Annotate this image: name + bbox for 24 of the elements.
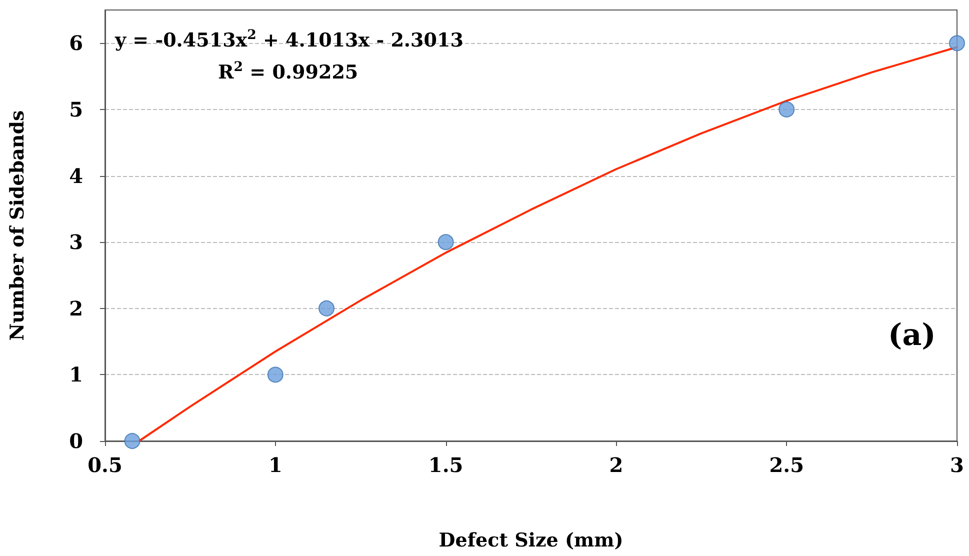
- point: [438, 234, 454, 250]
- x-tick-label: 3: [950, 453, 964, 477]
- annotation: (a): [888, 318, 936, 353]
- y-tick-label: 1: [69, 362, 83, 387]
- point: [778, 101, 795, 118]
- x-axis-title: Defect Size (mm): [438, 530, 624, 552]
- point: [949, 35, 965, 52]
- x-tick-label: 1: [268, 453, 282, 477]
- point: [267, 366, 284, 383]
- x-tick-label: 2.5: [769, 453, 804, 477]
- annotation: R$^{2}$ = 0.99225: [218, 60, 358, 84]
- y-axis-title: Number of Sidebands: [6, 110, 28, 341]
- y-tick-label: 5: [69, 97, 83, 122]
- y-tick-label: 2: [69, 296, 83, 320]
- x-tick-label: 2: [609, 453, 624, 477]
- annotation: y = -0.4513x$^{2}$ + 4.1013x - 2.3013: [115, 28, 464, 52]
- point: [318, 300, 335, 316]
- y-tick-label: 4: [69, 164, 84, 188]
- y-tick-label: 0: [69, 429, 83, 453]
- x-tick-label: 1.5: [428, 453, 464, 477]
- y-tick-label: 3: [69, 230, 83, 254]
- point: [124, 433, 140, 449]
- y-tick-label: 6: [69, 31, 83, 56]
- x-tick-label: 0.5: [88, 453, 122, 477]
